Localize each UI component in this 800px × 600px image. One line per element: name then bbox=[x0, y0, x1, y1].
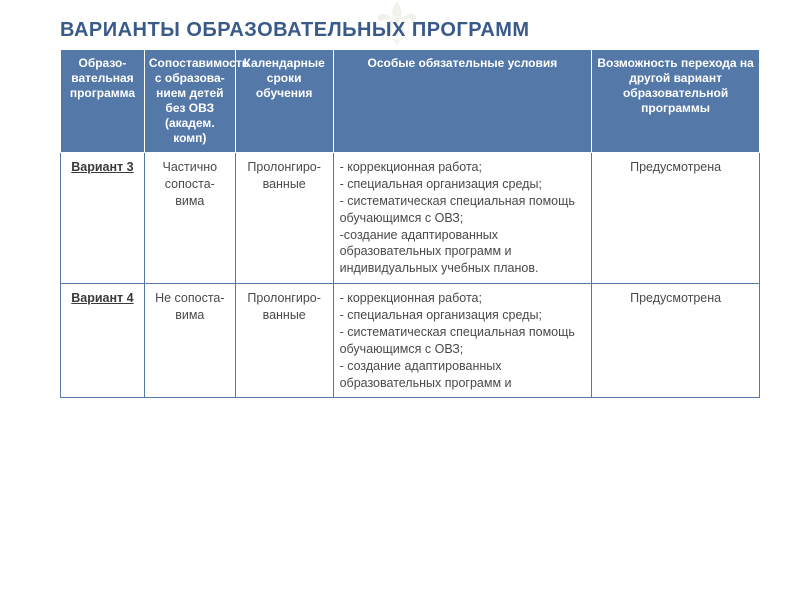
table-row: Вариант 4 Не сопоста-вима Пролонгиро-ван… bbox=[61, 284, 760, 398]
cell-transition: Предусмотрена bbox=[592, 284, 760, 398]
col-header-transition: Возможность перехода на другой вариант о… bbox=[592, 50, 760, 153]
cell-variant: Вариант 4 bbox=[61, 284, 145, 398]
page-title: ВАРИАНТЫ ОБРАЗОВАТЕЛЬНЫХ ПРОГРАММ bbox=[60, 18, 760, 43]
col-header-comparability: Сопоставимость с образова-нием детей без… bbox=[144, 50, 235, 153]
cell-conditions: - коррекционная работа; - специальная ор… bbox=[333, 284, 592, 398]
col-header-program: Образо-вательная программа bbox=[61, 50, 145, 153]
programs-table: Образо-вательная программа Сопоставимост… bbox=[60, 49, 760, 398]
cell-conditions: - коррекционная работа; - специальная ор… bbox=[333, 153, 592, 284]
table-header-row: Образо-вательная программа Сопоставимост… bbox=[61, 50, 760, 153]
table-row: Вариант 3 Частично сопоста-вима Пролонги… bbox=[61, 153, 760, 284]
cell-timing: Пролонгиро-ванные bbox=[235, 153, 333, 284]
col-header-timing: Календарные сроки обучения bbox=[235, 50, 333, 153]
cell-timing: Пролонгиро-ванные bbox=[235, 284, 333, 398]
cell-comparability: Не сопоста-вима bbox=[144, 284, 235, 398]
cell-transition: Предусмотрена bbox=[592, 153, 760, 284]
cell-comparability: Частично сопоста-вима bbox=[144, 153, 235, 284]
cell-variant: Вариант 3 bbox=[61, 153, 145, 284]
col-header-conditions: Особые обязательные условия bbox=[333, 50, 592, 153]
slide-container: ВАРИАНТЫ ОБРАЗОВАТЕЛЬНЫХ ПРОГРАММ Образо… bbox=[0, 0, 800, 398]
